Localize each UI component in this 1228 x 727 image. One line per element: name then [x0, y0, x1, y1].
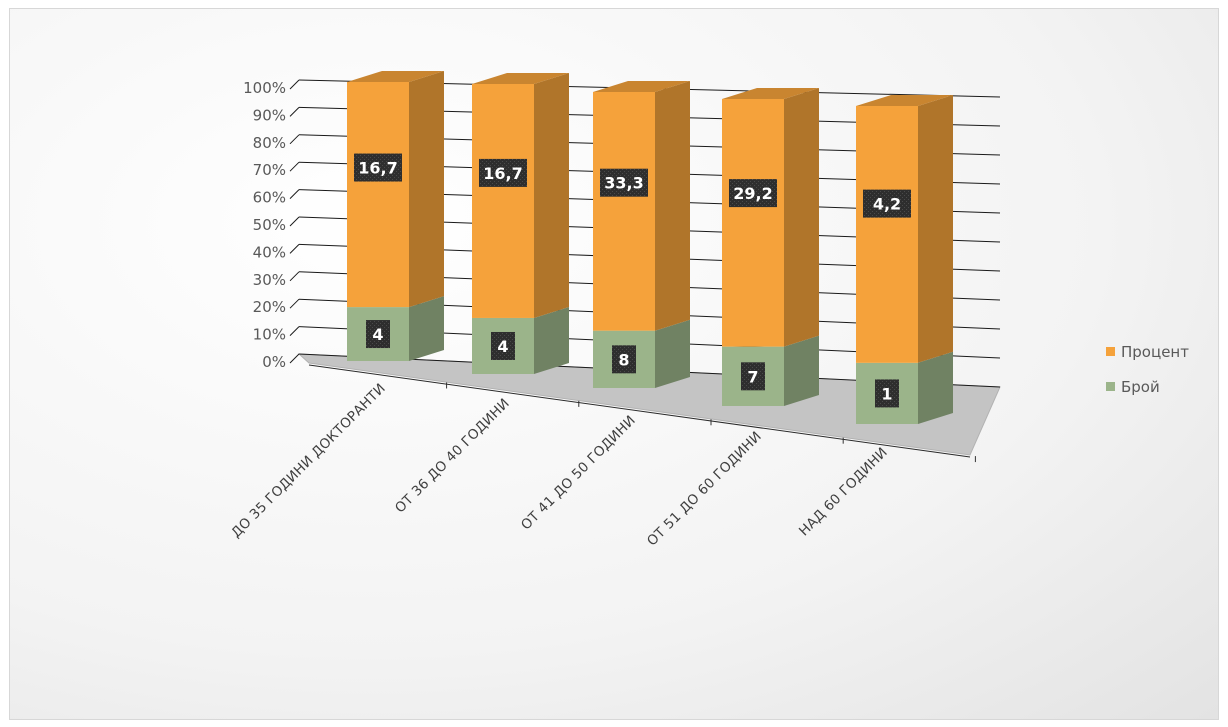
gridline-side: [289, 216, 300, 227]
bar-procent-front: [472, 84, 534, 318]
data-label-box: [491, 331, 515, 360]
data-label: 29,2: [729, 179, 777, 208]
data-label: 4: [491, 331, 515, 360]
bar-group: [722, 88, 819, 406]
y-tick-label: 60%: [253, 189, 286, 207]
data-label-box: [741, 362, 765, 391]
y-tick-label: 50%: [253, 216, 286, 234]
bar-group: [856, 95, 953, 424]
bar-broi-side: [409, 296, 444, 361]
data-label-box: [600, 168, 648, 197]
gridline-side: [289, 244, 300, 254]
data-label: 16,7: [354, 153, 402, 182]
data-label: 16,7: [479, 158, 527, 187]
data-label-text: 8: [618, 350, 629, 369]
bar-procent-side: [655, 81, 690, 331]
bar-procent-top: [347, 71, 444, 82]
bar-broi: [472, 307, 569, 374]
stacked-3d-column-chart: 0%10%20%30%40%50%60%70%80%90%100% 416,74…: [10, 9, 1218, 719]
legend-swatch-broi: [1106, 382, 1115, 391]
y-tick-label: 40%: [253, 243, 286, 261]
y-tick-label: 100%: [243, 79, 286, 97]
bar-group: [593, 81, 690, 388]
data-label-box: [875, 379, 899, 408]
legend-item-broi: Брой: [1106, 378, 1160, 396]
data-label: 1: [875, 379, 899, 408]
y-tick-label: 90%: [253, 106, 286, 124]
gridline-side: [289, 189, 300, 199]
bar-broi: [347, 296, 444, 361]
data-label-box: [863, 189, 911, 218]
bar-procent: [593, 81, 690, 331]
bar-group: [347, 71, 444, 361]
bar-broi-side: [784, 335, 819, 406]
data-label-text: 33,3: [604, 174, 643, 193]
data-label: 7: [741, 362, 765, 391]
bar-procent: [347, 71, 444, 308]
bar-broi-side: [534, 307, 569, 374]
bar-procent-side: [784, 88, 819, 347]
data-label-box: [612, 345, 636, 374]
bar-procent-front: [593, 92, 655, 331]
bar-procent-top: [722, 88, 819, 99]
data-label-text: 29,2: [733, 184, 772, 203]
bar-procent-top: [856, 95, 953, 106]
legend: Процент Брой: [1106, 343, 1189, 396]
data-label-box: [366, 320, 390, 349]
legend-label-procent: Процент: [1121, 343, 1189, 361]
x-axis-line: [308, 364, 971, 458]
legend-item-procent: Процент: [1106, 343, 1189, 361]
bar-broi: [856, 351, 953, 424]
data-label-box: [479, 158, 527, 187]
y-tick-label: 20%: [253, 298, 286, 316]
bar-procent-side: [409, 71, 444, 308]
gridline-side: [289, 353, 300, 364]
bar-procent-front: [722, 99, 784, 347]
data-label: 8: [612, 345, 636, 374]
y-tick-label: 70%: [253, 161, 286, 179]
data-labels: 4 16,7 4 16,7 8 33,3 7 29,2 1 4,2: [354, 153, 911, 408]
bar-procent-front: [347, 82, 409, 308]
data-label: 33,3: [600, 168, 648, 197]
data-label-text: 4: [372, 325, 383, 344]
gridline-side: [289, 107, 300, 117]
gridline-side: [289, 326, 300, 336]
bar-group: [472, 73, 569, 374]
gridline-side: [289, 79, 300, 90]
bar-procent-side: [918, 95, 953, 363]
gridline-side: [289, 134, 300, 145]
bar-procent-front: [856, 106, 918, 363]
y-tick-label: 10%: [253, 326, 286, 344]
bar-procent-top: [593, 81, 690, 92]
data-label-text: 4,2: [873, 195, 901, 214]
gridline-side: [289, 298, 300, 309]
data-label-text: 7: [747, 367, 758, 386]
y-tick-label: 80%: [253, 134, 286, 152]
bar-procent: [856, 95, 953, 363]
y-axis-tick-labels: 0% 10% 20% 30% 40% 50% 60% 70% 80% 90% 100%: [243, 79, 286, 371]
legend-label-broi: Брой: [1121, 378, 1160, 396]
data-label: 4: [366, 320, 390, 349]
data-label-box: [729, 179, 777, 208]
bar-broi-side: [918, 351, 953, 424]
data-label-text: 16,7: [358, 159, 397, 178]
data-label-text: 4: [497, 337, 508, 356]
bar-procent: [472, 73, 569, 318]
chart-area: 0% 10% 20% 30% 40% 50% 60% 70% 80% 90% 100% 4 16,7 4…: [9, 8, 1219, 720]
data-label-box: [354, 153, 402, 182]
data-label-text: 16,7: [483, 164, 522, 183]
gridline-side: [289, 271, 300, 282]
data-label-text: 1: [881, 384, 892, 403]
bar-procent: [722, 88, 819, 347]
bar-broi-side: [655, 319, 690, 388]
y-tick-label: 30%: [253, 271, 286, 289]
legend-swatch-procent: [1106, 347, 1115, 356]
bar-procent-side: [534, 73, 569, 318]
y-tick-label: 0%: [262, 353, 286, 371]
data-label: 4,2: [863, 189, 911, 218]
bar-procent-top: [472, 73, 569, 84]
bars: [347, 71, 953, 424]
gridline-side: [289, 161, 300, 172]
